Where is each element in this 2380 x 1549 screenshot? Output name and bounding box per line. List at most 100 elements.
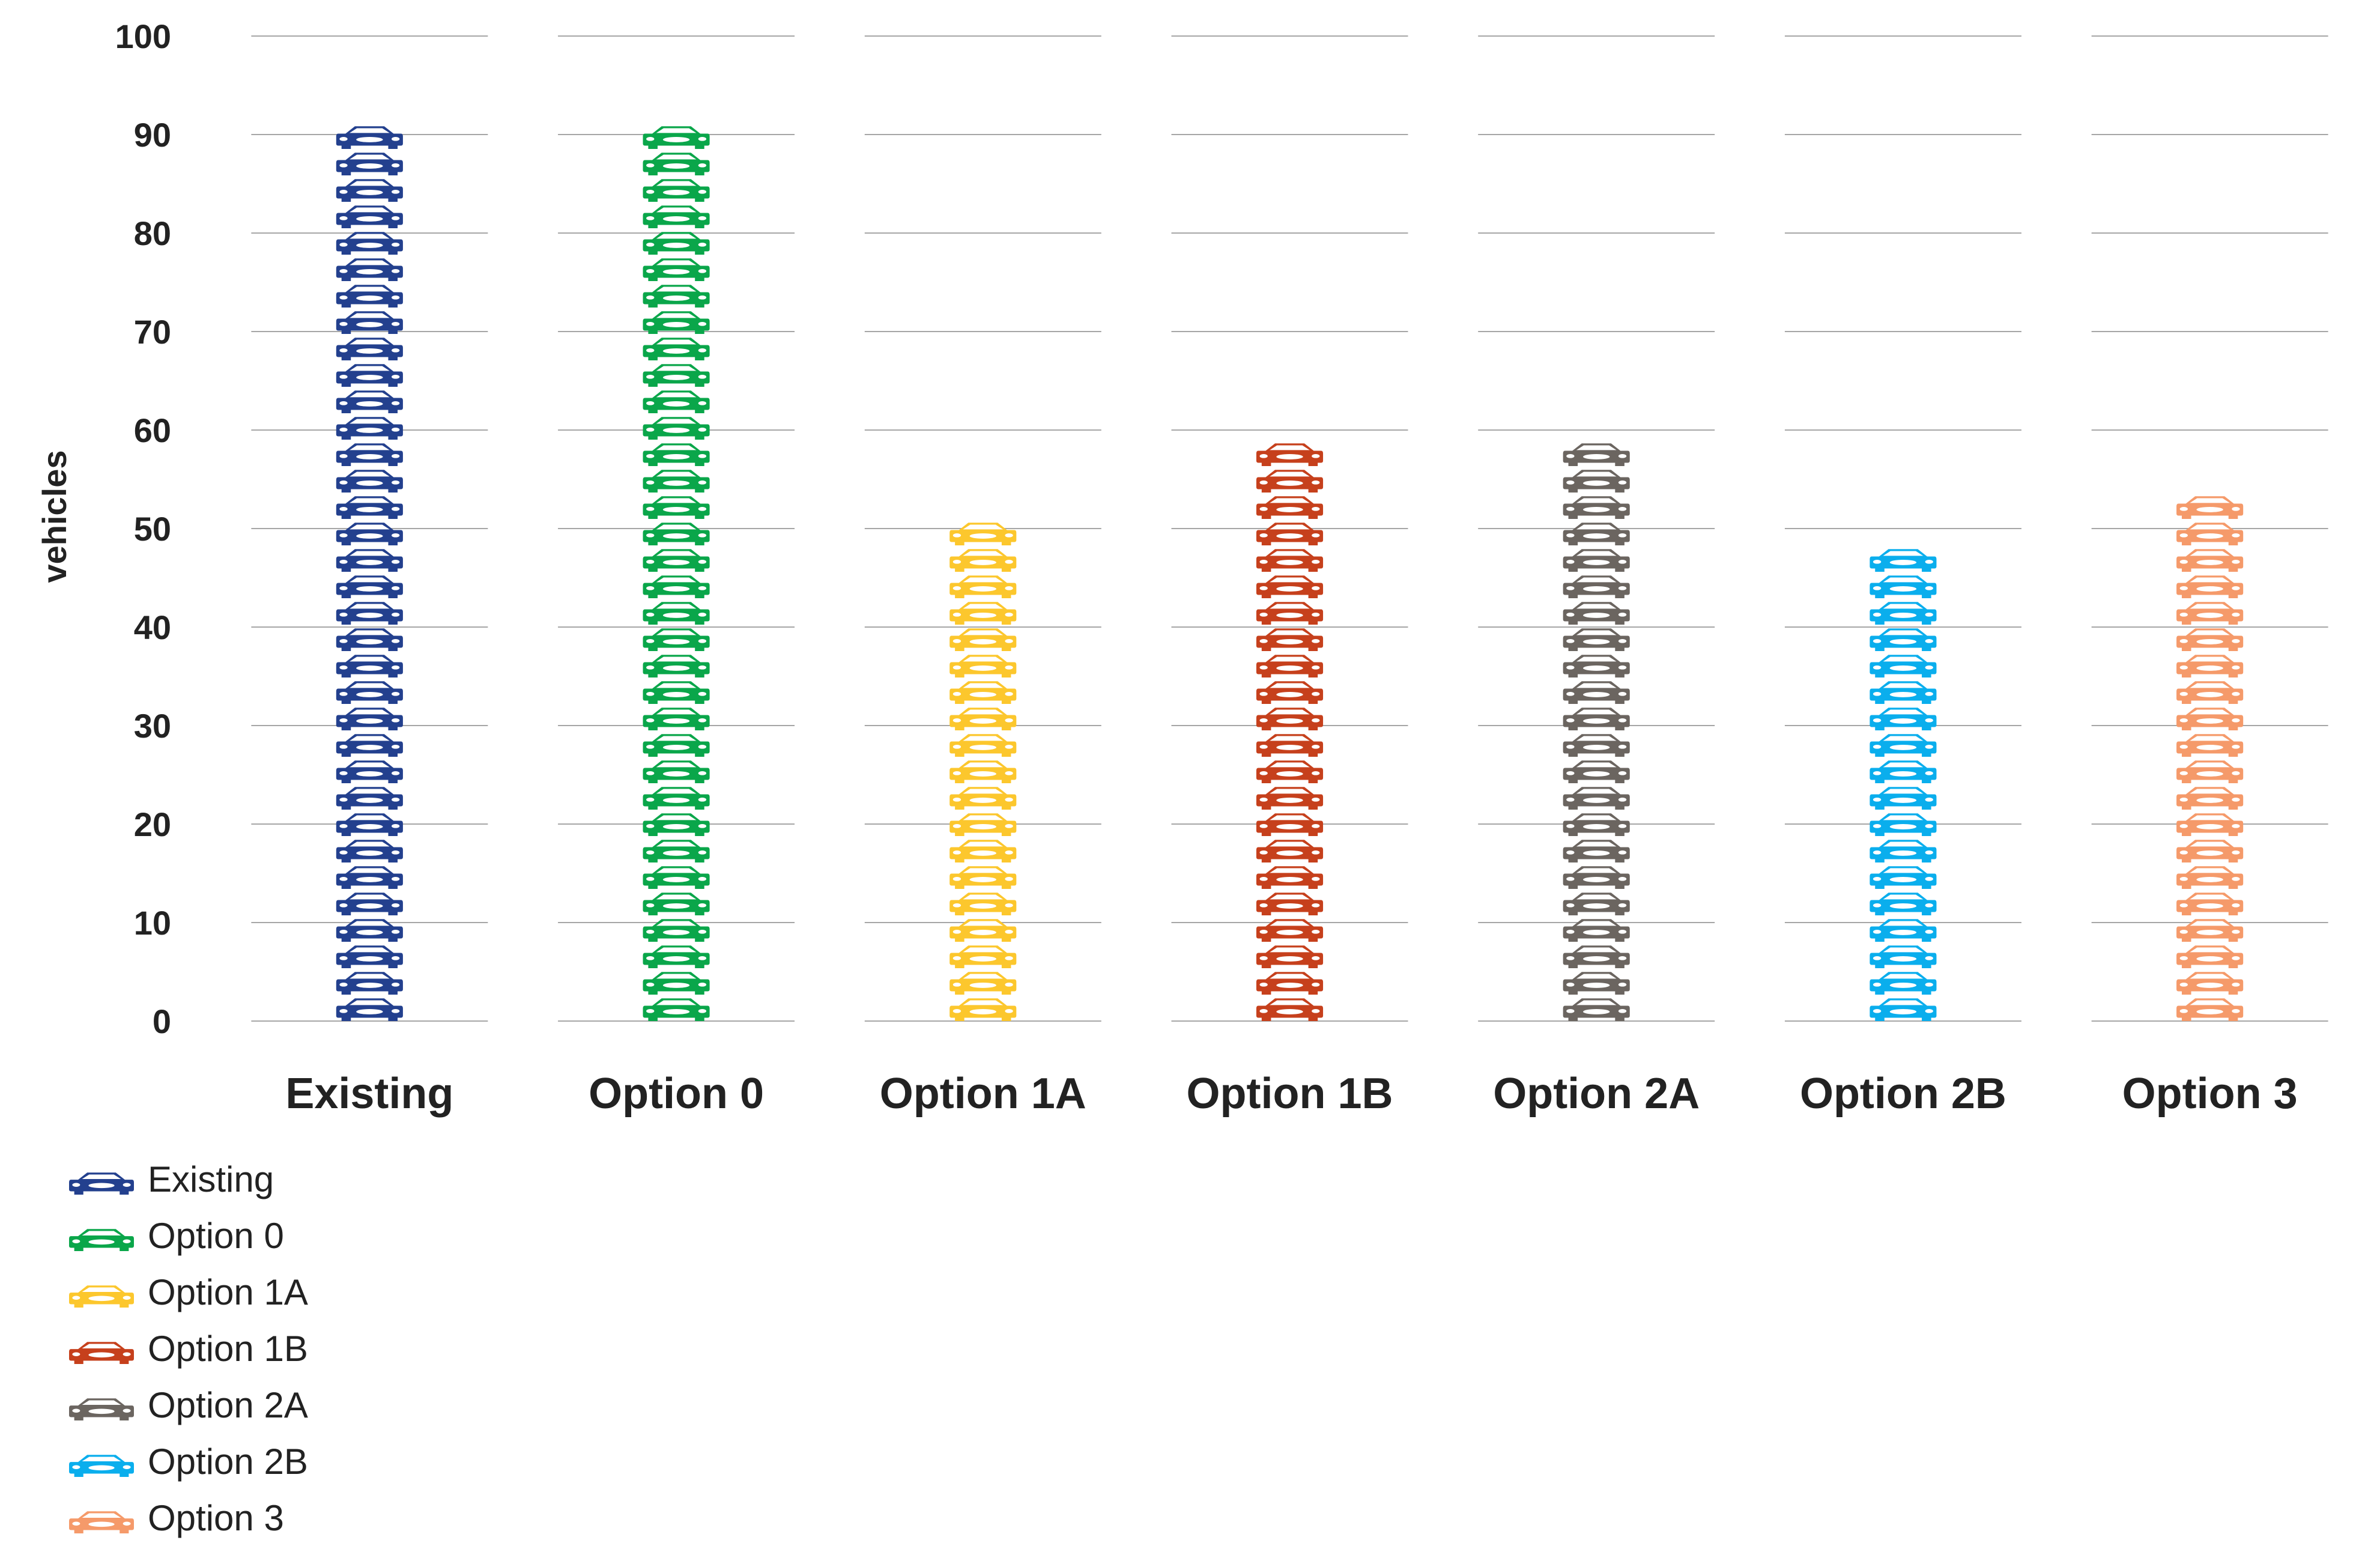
car-icon bbox=[1256, 443, 1324, 466]
y-tick-label: 90 bbox=[134, 116, 171, 154]
bars bbox=[336, 126, 2244, 1021]
car-icon bbox=[1870, 787, 1937, 810]
car-icon bbox=[1256, 787, 1324, 810]
car-icon bbox=[336, 179, 403, 202]
bar bbox=[1563, 443, 1630, 1021]
car-icon bbox=[1256, 840, 1324, 862]
y-tick-label: 20 bbox=[134, 805, 171, 843]
car-icon bbox=[949, 628, 1017, 651]
car-icon bbox=[643, 390, 710, 413]
car-icon bbox=[336, 945, 403, 968]
legend-item: Option 3 bbox=[69, 1498, 284, 1538]
car-icon bbox=[1256, 972, 1324, 995]
car-icon bbox=[949, 787, 1017, 810]
car-icon bbox=[1870, 681, 1937, 704]
car-icon bbox=[643, 311, 710, 334]
legend-label: Option 3 bbox=[148, 1498, 284, 1538]
car-icon bbox=[643, 338, 710, 360]
y-axis-ticks: 0 10 20 30 40 50 60 70 80 90 100 bbox=[115, 17, 171, 1040]
car-icon bbox=[2176, 972, 2244, 995]
car-icon bbox=[1256, 549, 1324, 572]
car-icon bbox=[1870, 575, 1937, 598]
car-icon bbox=[949, 523, 1017, 545]
car-icon bbox=[949, 602, 1017, 625]
car-icon bbox=[1870, 893, 1937, 915]
car-icon bbox=[2176, 866, 2244, 889]
legend-item: Option 2B bbox=[69, 1441, 308, 1482]
car-icon bbox=[1256, 655, 1324, 677]
car-icon bbox=[643, 945, 710, 968]
car-icon bbox=[336, 549, 403, 572]
x-category-label: Option 3 bbox=[2122, 1070, 2298, 1118]
car-icon bbox=[1563, 470, 1630, 493]
y-tick-label: 30 bbox=[134, 707, 171, 745]
car-icon bbox=[643, 364, 710, 387]
legend-label: Option 0 bbox=[148, 1216, 284, 1256]
car-icon bbox=[336, 575, 403, 598]
car-icon bbox=[1563, 893, 1630, 915]
bar bbox=[643, 126, 710, 1021]
car-icon bbox=[1563, 972, 1630, 995]
car-icon bbox=[1256, 866, 1324, 889]
car-icon bbox=[949, 972, 1017, 995]
legend-label: Option 2B bbox=[148, 1441, 308, 1482]
legend-item: Option 0 bbox=[69, 1216, 284, 1256]
car-icon bbox=[2176, 496, 2244, 519]
car-icon bbox=[1256, 893, 1324, 915]
car-icon bbox=[643, 205, 710, 228]
car-icon bbox=[2176, 549, 2244, 572]
car-icon bbox=[643, 602, 710, 625]
car-icon bbox=[69, 1398, 134, 1420]
car-icon bbox=[643, 126, 710, 149]
car-icon bbox=[1563, 998, 1630, 1021]
car-icon bbox=[1870, 628, 1937, 651]
car-icon bbox=[336, 998, 403, 1021]
car-icon bbox=[643, 893, 710, 915]
car-icon bbox=[643, 285, 710, 308]
y-tick-label: 100 bbox=[115, 17, 171, 55]
y-tick-label: 70 bbox=[134, 313, 171, 351]
car-icon bbox=[643, 549, 710, 572]
car-icon bbox=[1563, 787, 1630, 810]
car-icon bbox=[643, 417, 710, 440]
car-icon bbox=[643, 681, 710, 704]
car-icon bbox=[1563, 840, 1630, 862]
x-category-label: Existing bbox=[285, 1070, 453, 1118]
car-icon bbox=[1563, 681, 1630, 704]
car-icon bbox=[1256, 945, 1324, 968]
bar bbox=[1870, 549, 1937, 1021]
car-icon bbox=[643, 443, 710, 466]
car-icon bbox=[2176, 708, 2244, 730]
car-icon bbox=[69, 1172, 134, 1195]
x-category-label: Option 1B bbox=[1187, 1070, 1393, 1118]
car-icon bbox=[69, 1342, 134, 1364]
car-icon bbox=[949, 549, 1017, 572]
car-icon bbox=[336, 840, 403, 862]
car-icon bbox=[336, 417, 403, 440]
legend-label: Option 2A bbox=[148, 1385, 308, 1425]
car-icon bbox=[643, 708, 710, 730]
bar bbox=[1256, 443, 1324, 1021]
car-icon bbox=[1563, 945, 1630, 968]
car-icon bbox=[1563, 628, 1630, 651]
car-icon bbox=[949, 734, 1017, 757]
car-icon bbox=[1563, 523, 1630, 545]
bar bbox=[2176, 496, 2244, 1021]
car-icon bbox=[1870, 602, 1937, 625]
bar bbox=[949, 523, 1017, 1021]
car-icon bbox=[1563, 760, 1630, 783]
car-icon bbox=[949, 681, 1017, 704]
car-icon bbox=[643, 628, 710, 651]
car-icon bbox=[1256, 681, 1324, 704]
car-icon bbox=[336, 496, 403, 519]
car-icon bbox=[949, 760, 1017, 783]
y-tick-label: 40 bbox=[134, 608, 171, 646]
car-icon bbox=[336, 126, 403, 149]
car-icon bbox=[336, 734, 403, 757]
car-icon bbox=[336, 205, 403, 228]
car-icon bbox=[1870, 813, 1937, 836]
car-icon bbox=[336, 364, 403, 387]
car-icon bbox=[2176, 813, 2244, 836]
car-icon bbox=[1563, 602, 1630, 625]
car-icon bbox=[643, 575, 710, 598]
